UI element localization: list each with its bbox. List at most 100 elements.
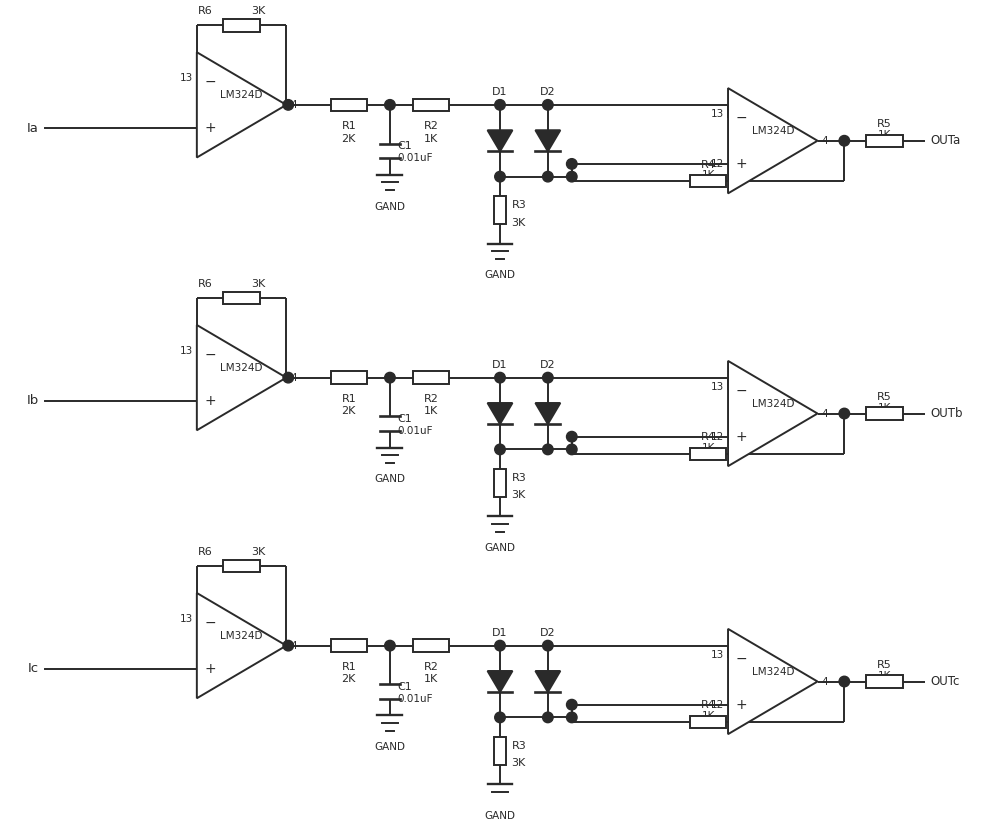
Text: +: + (204, 394, 216, 408)
Circle shape (567, 171, 577, 182)
Circle shape (543, 640, 553, 651)
Bar (223, 19, 260, 31)
Text: R5: R5 (877, 660, 892, 670)
Text: R1: R1 (341, 121, 356, 132)
Text: +: + (736, 157, 747, 171)
Text: R5: R5 (877, 119, 892, 129)
Circle shape (567, 432, 577, 442)
Text: R6: R6 (198, 6, 213, 16)
Text: 1K: 1K (424, 133, 438, 144)
Text: 1K: 1K (701, 711, 715, 721)
Bar (223, 292, 260, 304)
Text: 13: 13 (711, 649, 724, 659)
Circle shape (567, 159, 577, 169)
Text: 1K: 1K (424, 674, 438, 685)
Circle shape (495, 640, 505, 651)
Circle shape (385, 640, 395, 651)
Circle shape (495, 372, 505, 383)
Circle shape (839, 677, 850, 686)
Bar (866, 135, 903, 147)
Text: 13: 13 (711, 381, 724, 391)
Text: 4: 4 (821, 677, 828, 686)
Text: +: + (204, 121, 216, 135)
Text: 1K: 1K (424, 406, 438, 417)
Text: +: + (736, 430, 747, 444)
Text: D1: D1 (492, 360, 508, 370)
Circle shape (543, 171, 553, 182)
Text: R1: R1 (341, 662, 356, 672)
Text: −: − (736, 111, 747, 125)
Text: 4: 4 (821, 136, 828, 145)
Text: GAND: GAND (374, 742, 405, 752)
Text: GAND: GAND (374, 474, 405, 484)
Bar (866, 408, 903, 420)
Text: 2K: 2K (342, 406, 356, 417)
Text: GAND: GAND (374, 201, 405, 211)
Polygon shape (197, 325, 286, 430)
Circle shape (567, 444, 577, 455)
Text: D2: D2 (540, 628, 556, 638)
Text: +: + (736, 698, 747, 712)
Polygon shape (728, 629, 818, 734)
Circle shape (543, 372, 553, 383)
Circle shape (839, 409, 850, 418)
Text: 1K: 1K (701, 170, 715, 180)
Text: GAND: GAND (484, 270, 516, 280)
Text: R6: R6 (198, 279, 213, 289)
Circle shape (495, 712, 505, 723)
Circle shape (283, 99, 294, 110)
Circle shape (495, 444, 505, 455)
Text: D2: D2 (540, 87, 556, 97)
Bar (331, 372, 367, 384)
Text: 12: 12 (711, 700, 724, 709)
Text: R2: R2 (424, 662, 439, 672)
Text: D1: D1 (492, 628, 508, 638)
Text: 4: 4 (290, 640, 297, 651)
Polygon shape (535, 403, 560, 424)
Text: C1: C1 (398, 413, 412, 424)
Polygon shape (535, 130, 560, 151)
Text: R4: R4 (701, 159, 715, 169)
Bar (690, 448, 726, 460)
Text: 3K: 3K (511, 759, 526, 769)
Text: 4: 4 (821, 409, 828, 418)
Text: D2: D2 (540, 360, 556, 370)
Text: D1: D1 (492, 87, 508, 97)
Circle shape (839, 136, 850, 146)
Text: 3K: 3K (511, 491, 526, 501)
Text: 1K: 1K (878, 130, 891, 140)
Text: OUTa: OUTa (930, 134, 961, 147)
Text: −: − (204, 348, 216, 362)
Polygon shape (488, 403, 512, 424)
Text: 2K: 2K (342, 133, 356, 144)
Circle shape (567, 700, 577, 710)
Text: R6: R6 (198, 547, 213, 556)
Text: 3K: 3K (251, 547, 265, 556)
Polygon shape (488, 671, 512, 692)
Bar (413, 640, 449, 652)
Text: Ib: Ib (26, 395, 39, 407)
Text: R2: R2 (424, 121, 439, 132)
Text: 13: 13 (711, 109, 724, 118)
Text: 1K: 1K (878, 671, 891, 681)
Text: 12: 12 (711, 432, 724, 441)
Text: R3: R3 (511, 473, 526, 483)
Text: 13: 13 (180, 345, 193, 356)
Text: LM324D: LM324D (752, 127, 794, 136)
Text: C1: C1 (398, 141, 412, 151)
Bar (223, 560, 260, 572)
Circle shape (385, 99, 395, 110)
Text: LM324D: LM324D (220, 631, 263, 641)
Bar (331, 99, 367, 111)
Text: 4: 4 (290, 372, 297, 382)
Text: Ia: Ia (27, 122, 39, 135)
Circle shape (283, 640, 294, 651)
Text: 12: 12 (711, 159, 724, 169)
Text: 3K: 3K (251, 279, 265, 289)
Text: R5: R5 (877, 392, 892, 402)
Text: LM324D: LM324D (752, 667, 794, 677)
Text: 3K: 3K (511, 218, 526, 228)
Text: C1: C1 (398, 681, 412, 692)
Text: 13: 13 (180, 73, 193, 83)
Polygon shape (197, 53, 286, 158)
